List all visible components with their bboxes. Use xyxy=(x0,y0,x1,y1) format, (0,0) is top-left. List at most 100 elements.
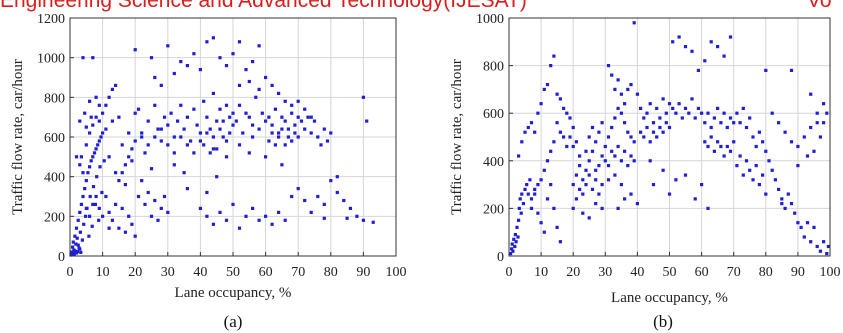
data-point xyxy=(671,106,675,110)
data-point xyxy=(651,130,656,134)
data-point xyxy=(247,115,251,119)
data-point xyxy=(693,116,697,120)
data-point xyxy=(76,243,80,247)
data-point xyxy=(513,233,517,237)
data-point xyxy=(149,214,154,218)
data-point xyxy=(526,125,530,130)
data-point xyxy=(722,54,726,58)
data-point xyxy=(725,125,729,130)
y-tick-label: 200 xyxy=(483,202,504,217)
data-point xyxy=(94,115,98,119)
data-point xyxy=(257,127,261,131)
data-point xyxy=(146,119,150,123)
data-point xyxy=(517,154,521,158)
data-point xyxy=(143,151,147,155)
data-point xyxy=(613,173,617,177)
data-point xyxy=(156,127,160,131)
data-point xyxy=(629,192,633,196)
data-point xyxy=(664,111,668,115)
data-point xyxy=(322,127,326,131)
data-point xyxy=(120,143,124,147)
data-point xyxy=(751,178,755,182)
data-point xyxy=(123,163,127,167)
data-point xyxy=(208,127,212,131)
data-point xyxy=(231,111,235,115)
data-point xyxy=(71,245,75,249)
data-point xyxy=(94,147,98,151)
x-tick-label: 20 xyxy=(566,265,580,280)
data-point xyxy=(818,249,822,253)
data-point xyxy=(815,121,819,125)
data-point xyxy=(244,111,248,115)
data-point xyxy=(91,56,95,60)
y-tick-label: 0 xyxy=(58,250,65,265)
x-tick-label: 90 xyxy=(791,265,805,280)
data-point xyxy=(562,135,566,139)
x-tick-label: 30 xyxy=(161,265,175,280)
data-point xyxy=(578,154,582,158)
y-tick-label: 0 xyxy=(497,250,504,265)
data-point xyxy=(247,79,251,84)
data-point xyxy=(286,127,290,131)
data-point xyxy=(215,175,219,179)
data-point xyxy=(107,155,111,159)
data-point xyxy=(542,87,546,91)
data-point xyxy=(133,48,137,52)
data-point xyxy=(619,183,623,187)
data-point xyxy=(110,87,114,91)
data-point xyxy=(251,60,255,64)
data-point xyxy=(104,103,108,107)
data-point xyxy=(767,159,771,163)
data-point xyxy=(153,198,157,203)
data-point xyxy=(761,173,765,177)
data-point xyxy=(75,236,79,240)
data-point xyxy=(809,92,813,96)
data-point xyxy=(555,92,559,96)
data-point xyxy=(101,131,105,135)
data-point xyxy=(822,121,826,125)
data-point xyxy=(655,106,659,110)
x-tick-label: 10 xyxy=(96,265,110,280)
data-point xyxy=(270,123,274,127)
data-point xyxy=(205,115,209,119)
data-point xyxy=(693,197,697,201)
data-point xyxy=(764,149,768,153)
data-point xyxy=(290,111,294,115)
data-point xyxy=(533,130,537,134)
data-point xyxy=(182,171,186,175)
x-tick-label: 60 xyxy=(695,265,709,280)
data-point xyxy=(72,252,76,256)
data-point xyxy=(79,202,83,206)
data-point xyxy=(120,171,124,175)
data-point xyxy=(273,107,277,111)
data-point xyxy=(661,130,665,134)
data-point xyxy=(648,140,652,144)
data-point xyxy=(658,125,662,130)
data-point xyxy=(237,143,242,147)
data-point xyxy=(231,202,235,206)
data-point xyxy=(696,106,700,110)
data-point xyxy=(539,178,543,182)
data-point xyxy=(658,116,662,120)
data-point xyxy=(221,119,225,123)
data-point xyxy=(114,202,118,206)
data-point xyxy=(84,206,88,210)
data-point xyxy=(815,244,819,249)
data-point xyxy=(172,135,176,139)
x-tick-label: 100 xyxy=(820,265,841,280)
data-point xyxy=(88,165,92,169)
data-point xyxy=(512,237,516,241)
data-point xyxy=(783,206,787,210)
x-axis-label-a: Lane occupancy, % xyxy=(175,285,292,301)
data-point xyxy=(536,183,540,187)
data-point xyxy=(754,164,758,168)
data-point xyxy=(690,49,694,53)
data-point xyxy=(748,168,752,172)
data-point xyxy=(277,135,281,139)
data-point xyxy=(149,56,154,60)
data-point xyxy=(198,139,202,143)
data-point xyxy=(130,159,134,163)
data-point xyxy=(549,149,553,153)
data-point xyxy=(555,225,559,229)
data-point xyxy=(277,210,281,214)
